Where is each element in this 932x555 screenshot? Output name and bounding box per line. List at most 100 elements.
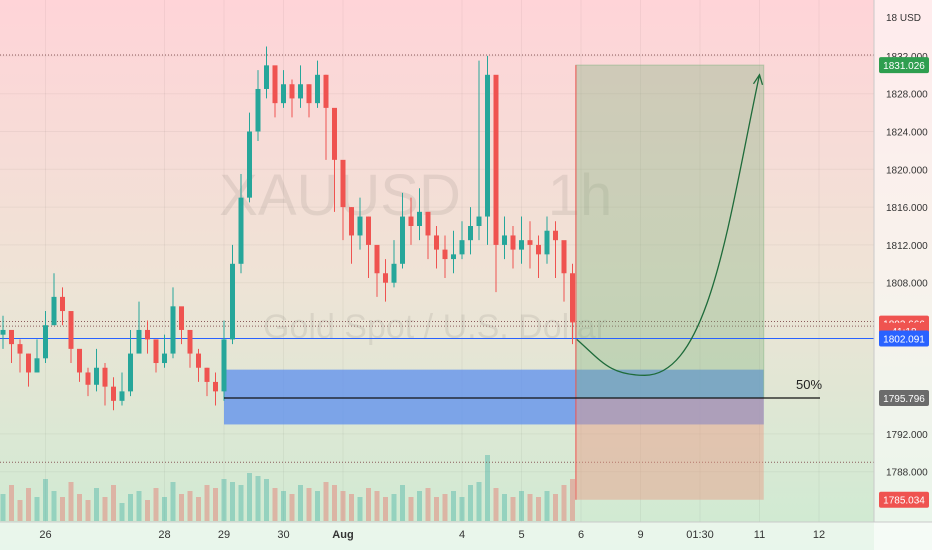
volume-bar — [366, 488, 371, 521]
price-tick-label: 1812.000 — [886, 241, 928, 252]
candle-body — [43, 325, 48, 359]
currency-label: 18 USD — [886, 13, 921, 24]
volume-bar — [51, 491, 57, 521]
candle-body — [136, 329, 142, 354]
time-tick-label: 6 — [578, 529, 584, 541]
volume-bar — [85, 500, 91, 521]
candle-body — [60, 296, 65, 312]
volume-bar — [527, 494, 533, 521]
candle-body — [417, 211, 422, 226]
candle-body — [281, 84, 286, 104]
drawings[interactable]: 50% — [224, 73, 822, 399]
volume-bar — [196, 497, 201, 521]
candle-body — [570, 273, 575, 323]
volume-bar — [204, 485, 210, 521]
volume-bar — [306, 488, 312, 521]
volume-bar — [340, 491, 346, 521]
volume-bar — [111, 485, 116, 521]
volume-bar — [408, 497, 414, 521]
volume-bar — [128, 494, 133, 521]
volume-bar — [179, 494, 184, 521]
candle-body — [196, 353, 201, 368]
candle-body — [264, 65, 269, 89]
volume-bar — [417, 491, 422, 521]
candle-body — [306, 84, 312, 104]
volume-bar — [459, 497, 465, 521]
volume-bar — [493, 488, 499, 521]
price-label: 1785.034 — [883, 496, 925, 507]
candle-body — [366, 216, 371, 245]
price-tick-label: 1808.000 — [886, 279, 928, 290]
overlays — [0, 54, 874, 500]
candle-body — [544, 230, 550, 255]
candle-body — [238, 197, 244, 264]
price-tick-label: 1816.000 — [886, 203, 928, 214]
candle-body — [26, 353, 31, 373]
candle-body — [162, 353, 167, 364]
candles — [0, 46, 575, 411]
price-axis[interactable]: 18 USD 1832.0001828.0001824.0001820.0001… — [873, 0, 932, 550]
candle-body — [400, 216, 405, 264]
price-tick-label: 1824.000 — [886, 128, 928, 139]
volume-bar — [136, 491, 142, 521]
candle-body — [128, 353, 133, 392]
volume-bar — [502, 494, 507, 521]
volume-bar — [519, 491, 524, 521]
volume-bar — [213, 488, 218, 521]
volume-bar — [26, 488, 31, 521]
candle-body — [68, 311, 74, 349]
candle-body — [553, 230, 558, 241]
candle-body — [213, 381, 218, 392]
volume-bar — [298, 485, 303, 521]
volume-bar — [0, 494, 6, 521]
position-stop-area — [575, 398, 764, 500]
candle-body — [340, 159, 346, 208]
candle-body — [408, 216, 414, 226]
candle-body — [519, 240, 524, 250]
candle-body — [230, 263, 235, 340]
candle-body — [111, 386, 116, 401]
volume-bar — [187, 491, 193, 521]
candle-body — [187, 329, 193, 354]
volume-bar — [391, 494, 397, 521]
volume-bar — [315, 491, 320, 521]
candle-body — [153, 339, 159, 364]
volume-bar — [102, 497, 108, 521]
candle-body — [536, 244, 541, 255]
time-tick-label: 12 — [813, 529, 825, 541]
volume-bar — [476, 482, 482, 521]
price-label-box — [879, 491, 929, 508]
candle-body — [502, 235, 507, 245]
volume-bar — [442, 494, 448, 521]
candle-body — [221, 339, 227, 392]
volume-bar — [230, 482, 235, 521]
price-tick-label: 1820.000 — [886, 165, 928, 176]
candle-body — [179, 306, 184, 330]
volume-bar — [544, 491, 550, 521]
candle-body — [272, 65, 278, 104]
volume-bar — [272, 488, 278, 521]
position-profit-area — [575, 64, 765, 399]
volume-bar — [536, 497, 541, 521]
volume-bar — [247, 473, 252, 521]
candle-body — [442, 249, 448, 260]
time-axis[interactable]: 26 28 29 30 Aug 4 5 6 9 01:30 11 12 — [0, 521, 932, 550]
candle-body — [349, 207, 354, 236]
candle-body — [527, 240, 533, 245]
candle-body — [476, 216, 482, 226]
volume-bar — [434, 497, 439, 521]
candle-body — [468, 226, 473, 241]
candle-body — [9, 329, 14, 345]
candle-body — [34, 358, 40, 373]
candle-body — [493, 74, 499, 245]
candle-body — [298, 84, 303, 99]
volume-bar — [153, 488, 159, 521]
time-axis-background — [0, 522, 932, 550]
candle-body — [51, 296, 57, 326]
volume-bar — [451, 491, 456, 521]
volume-bar — [94, 488, 99, 521]
volume-bar — [570, 479, 575, 521]
